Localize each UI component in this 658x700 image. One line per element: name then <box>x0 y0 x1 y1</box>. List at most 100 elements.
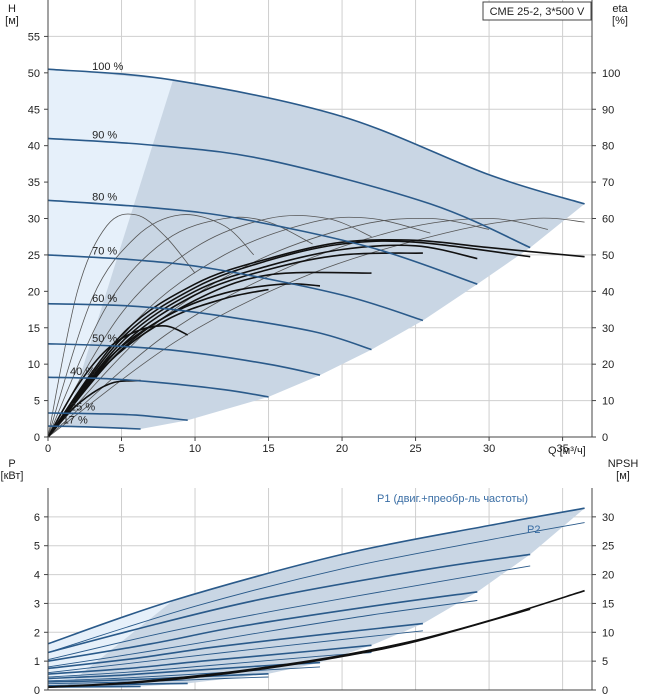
efficiency-family-line <box>47 217 490 438</box>
y-axis-unit-head: [м] <box>5 15 19 27</box>
head-line <box>47 425 141 430</box>
low-flow-zone <box>48 69 173 427</box>
efficiency-family-line <box>47 215 372 438</box>
head-line <box>47 199 478 285</box>
y-tick-label: 45 <box>28 104 40 116</box>
efficiency-family-line <box>47 218 548 438</box>
head-line <box>47 412 188 421</box>
y2-tick-label: 25 <box>602 541 614 553</box>
p2-line <box>47 600 478 668</box>
x-tick-label: 0 <box>45 443 51 455</box>
chart-title: CME 25-2, 3*500 V <box>490 6 585 18</box>
efficiency-line <box>47 244 478 438</box>
head-line <box>47 68 585 205</box>
y2-tick-label: 30 <box>602 512 614 524</box>
head-chart-tick-labels: 0510152025303540455055010203040506070809… <box>28 31 621 455</box>
y-tick-label: 50 <box>28 68 40 80</box>
y2-axis-label-eta: eta <box>612 3 628 15</box>
npsh-curves <box>47 589 585 688</box>
y-tick-label: 15 <box>28 323 40 335</box>
x-tick-label: 20 <box>336 443 348 455</box>
p2-line <box>47 652 372 678</box>
p1-line <box>47 507 585 645</box>
series-label-p1: P1 (двиг.+преобр-ль частоты) <box>377 493 528 505</box>
head-line <box>47 137 531 249</box>
x-tick-label: 30 <box>483 443 495 455</box>
y2-tick-label: 10 <box>602 396 614 408</box>
speed-label: 50 % <box>92 333 117 345</box>
operating-area-fill <box>48 508 585 688</box>
y-tick-label: 2 <box>34 627 40 639</box>
y2-tick-label: 50 <box>602 250 614 262</box>
y2-tick-label: 0 <box>602 432 608 444</box>
y-tick-label: 55 <box>28 31 40 43</box>
efficiency-family-line <box>47 217 585 438</box>
y-tick-label: 4 <box>34 570 40 582</box>
head-operating-area <box>48 69 585 429</box>
speed-label: 40 % <box>70 366 95 378</box>
y2-tick-label: 90 <box>602 104 614 116</box>
y-axis-unit-power: [кВт] <box>1 470 24 482</box>
speed-label: 17 % <box>63 414 88 426</box>
p1-line <box>47 622 423 670</box>
npsh-line <box>47 608 531 688</box>
efficiency-line <box>47 252 423 438</box>
y2-axis-unit-npsh: [м] <box>616 470 630 482</box>
y-tick-label: 20 <box>28 286 40 298</box>
head-curves <box>47 68 585 430</box>
x-axis-label-flow: Q [м³/ч] <box>548 445 586 457</box>
y-axis-label-power: P <box>8 458 15 470</box>
y-tick-label: 35 <box>28 177 40 189</box>
y2-tick-label: 30 <box>602 323 614 335</box>
y-tick-label: 5 <box>34 541 40 553</box>
speed-label: 60 % <box>92 293 117 305</box>
p1-line <box>47 591 478 662</box>
y-axis-label-head: H <box>8 3 16 15</box>
p2-line <box>47 630 423 674</box>
y2-tick-label: 10 <box>602 627 614 639</box>
y-tick-label: 30 <box>28 214 40 226</box>
p2-line <box>47 522 585 653</box>
y2-tick-label: 70 <box>602 177 614 189</box>
chart-title-box <box>482 1 592 21</box>
p1-line <box>47 673 269 683</box>
efficiency-curves <box>47 238 585 438</box>
y2-tick-label: 15 <box>602 598 614 610</box>
y2-tick-label: 5 <box>602 656 608 668</box>
y2-tick-label: 0 <box>602 685 608 697</box>
head-line <box>47 254 424 322</box>
efficiency-line <box>47 238 585 438</box>
y-tick-label: 3 <box>34 598 40 610</box>
head-line <box>47 376 269 398</box>
efficiency-family-line <box>47 214 255 438</box>
x-tick-label: 10 <box>189 443 201 455</box>
y2-tick-label: 80 <box>602 141 614 153</box>
head-line <box>47 302 372 351</box>
y-tick-label: 6 <box>34 512 40 524</box>
x-tick-label: 35 <box>556 443 568 455</box>
speed-label: 80 % <box>92 191 117 203</box>
efficiency-line <box>47 282 321 438</box>
speed-label: 25 % <box>70 401 95 413</box>
y-tick-label: 1 <box>34 656 40 668</box>
y-tick-label: 40 <box>28 141 40 153</box>
speed-label: 90 % <box>92 129 117 141</box>
efficiency-line <box>47 379 141 438</box>
p2-line <box>47 565 531 661</box>
p2-line <box>47 666 321 682</box>
y2-axis-label-npsh: NPSH <box>608 458 639 470</box>
y2-tick-label: 60 <box>602 214 614 226</box>
y-tick-label: 25 <box>28 250 40 262</box>
y2-tick-label: 20 <box>602 359 614 371</box>
x-tick-label: 15 <box>262 443 274 455</box>
head-line <box>47 343 321 376</box>
y-tick-label: 10 <box>28 359 40 371</box>
series-label-p2: P2 <box>527 524 540 536</box>
y2-tick-label: 40 <box>602 286 614 298</box>
speed-label: 100 % <box>92 61 123 73</box>
y2-tick-label: 100 <box>602 68 620 80</box>
operating-area-fill <box>48 69 585 429</box>
x-tick-label: 25 <box>409 443 421 455</box>
power-chart-axes <box>47 488 593 691</box>
